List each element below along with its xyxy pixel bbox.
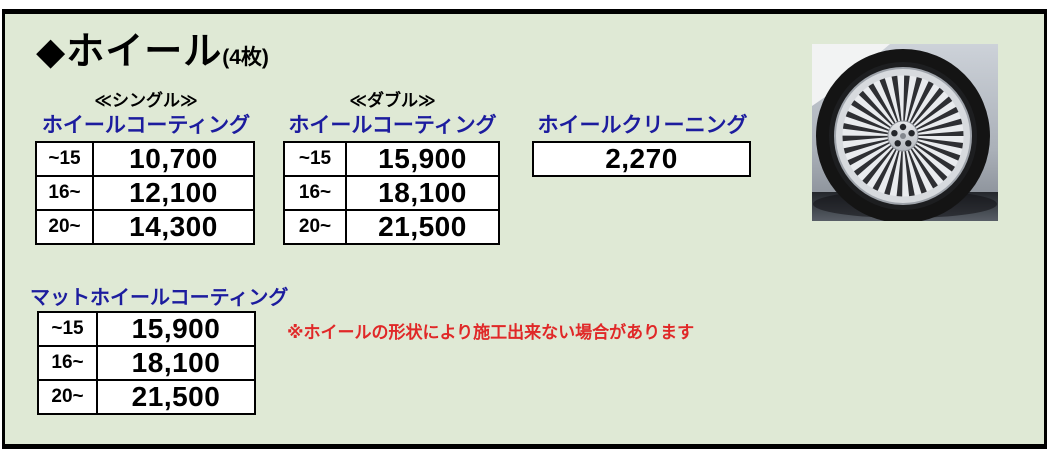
page-title: ◆ホイール (4枚): [36, 20, 269, 75]
table-row: 20~ 21,500: [37, 379, 256, 415]
price-value: 14,300: [92, 209, 255, 245]
size-label: ~15: [37, 311, 98, 347]
disclaimer-note: ※ホイールの形状により施工出来ない場合があります: [287, 323, 695, 342]
price-value: 15,900: [96, 311, 256, 347]
cleaning-header: ホイールクリーニング: [537, 114, 748, 137]
size-label: 16~: [37, 345, 98, 381]
table-row: ~15 15,900: [37, 311, 256, 347]
size-label: 20~: [35, 209, 94, 245]
double-subtitle: ≪ダブル≫: [349, 91, 436, 110]
table-row: ~15 10,700: [35, 141, 255, 177]
size-label: ~15: [283, 141, 347, 177]
title-text: ◆ホイール: [36, 31, 223, 73]
price-value: 12,100: [92, 175, 255, 211]
price-value: 15,900: [345, 141, 500, 177]
price-value: 21,500: [96, 379, 256, 415]
single-coating-header: ホイールコーティング: [41, 114, 251, 137]
matte-coating-table: ~15 15,900 16~ 18,100 20~ 21,500: [37, 311, 256, 415]
double-coating-header: ホイールコーティング: [288, 114, 497, 137]
cleaning-table: 2,270: [532, 141, 751, 177]
table-row: 20~ 14,300: [35, 209, 255, 245]
price-value: 10,700: [92, 141, 255, 177]
table-row: 16~ 12,100: [35, 175, 255, 211]
wheel-photo: [812, 44, 998, 223]
table-row: 2,270: [532, 141, 751, 177]
size-label: 20~: [283, 209, 347, 245]
table-row: 16~ 18,100: [283, 175, 500, 211]
size-label: 16~: [35, 175, 94, 211]
table-row: ~15 15,900: [283, 141, 500, 177]
price-value: 21,500: [345, 209, 500, 245]
size-label: 16~: [283, 175, 347, 211]
price-value: 2,270: [532, 141, 751, 177]
price-value: 18,100: [96, 345, 256, 381]
table-row: 20~ 21,500: [283, 209, 500, 245]
table-row: 16~ 18,100: [37, 345, 256, 381]
title-suffix: (4枚): [222, 46, 269, 69]
single-coating-table: ~15 10,700 16~ 12,100 20~ 14,300: [35, 141, 255, 245]
size-label: ~15: [35, 141, 94, 177]
double-coating-table: ~15 15,900 16~ 18,100 20~ 21,500: [283, 141, 500, 245]
size-label: 20~: [37, 379, 98, 415]
single-subtitle: ≪シングル≫: [94, 91, 198, 110]
wheel-photo-image: [812, 44, 998, 223]
matte-coating-header: マットホイールコーティング: [30, 287, 289, 309]
price-value: 18,100: [345, 175, 500, 211]
